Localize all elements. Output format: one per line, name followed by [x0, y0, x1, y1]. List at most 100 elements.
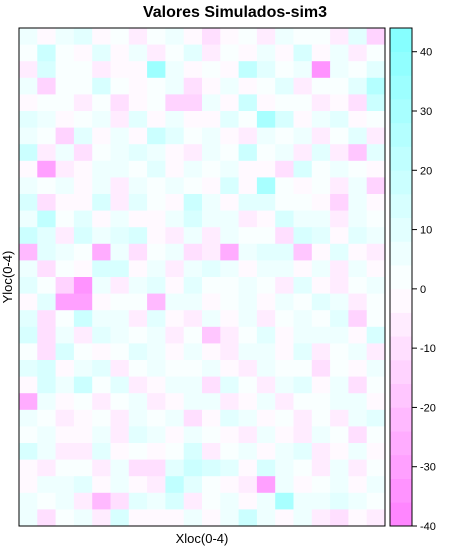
heatmap-cell [92, 360, 111, 377]
heatmap-cell [275, 111, 294, 128]
heatmap-cell [92, 426, 111, 444]
heatmap-cell [293, 28, 313, 45]
heatmap-cell [293, 177, 313, 195]
heatmap-cell [202, 343, 221, 361]
heatmap-cell [19, 459, 38, 477]
heatmap-cell [238, 227, 258, 245]
heatmap-cell [275, 293, 294, 311]
heatmap-cell [293, 61, 313, 79]
heatmap-cell [256, 111, 276, 128]
heatmap-cell [275, 509, 294, 527]
heatmap-cell [220, 144, 239, 162]
heatmap-cell [37, 227, 56, 245]
heatmap-cell [238, 61, 258, 79]
heatmap-cell [275, 310, 294, 328]
heatmap-cell [183, 293, 203, 311]
heatmap-cell [293, 326, 313, 344]
heatmap-cell [19, 94, 38, 112]
heatmap-cell [55, 459, 75, 477]
heatmap-cell [183, 360, 203, 377]
heatmap-cell [110, 144, 130, 162]
heatmap-cell [202, 44, 221, 62]
heatmap-cell [128, 409, 148, 427]
heatmap-cell [311, 44, 331, 62]
heatmap-cell [165, 443, 185, 460]
heatmap-cell [183, 310, 203, 328]
heatmap-cell [366, 194, 386, 211]
heatmap-cell [73, 376, 93, 394]
heatmap-cell [147, 210, 166, 228]
heatmap-cell [128, 160, 148, 178]
heatmap-cell [165, 277, 185, 294]
heatmap-cell [165, 509, 185, 527]
heatmap-cell [110, 77, 130, 95]
heatmap-cell [19, 476, 38, 494]
heatmap-cell [256, 476, 276, 494]
heatmap-cell [202, 426, 221, 444]
heatmap-cell [147, 476, 166, 494]
heatmap-cell [348, 44, 368, 62]
heatmap-cell [147, 310, 166, 328]
heatmap-cell [366, 459, 386, 477]
heatmap-cell [55, 44, 75, 62]
heatmap-cell [293, 277, 313, 294]
heatmap-cell [256, 343, 276, 361]
heatmap-cell [183, 160, 203, 178]
heatmap-cell [275, 177, 294, 195]
heatmap-cell [55, 77, 75, 95]
heatmap-cell [311, 277, 331, 294]
heatmap-cell [311, 144, 331, 162]
heatmap-cell [330, 94, 349, 112]
heatmap-cell [311, 492, 331, 510]
colorbar-axis: 40 30 20 10 0 -10 -20 -30 -40 [412, 47, 436, 533]
heatmap-cell [366, 343, 386, 361]
heatmap-cell [293, 426, 313, 444]
heatmap-cell [165, 177, 185, 195]
heatmap-cell [293, 44, 313, 62]
heatmap-cell [110, 360, 130, 377]
heatmap-cell [128, 360, 148, 377]
heatmap-cell [348, 243, 368, 261]
colorbar-band [390, 383, 412, 408]
colorbar-tick-label: 10 [420, 225, 432, 237]
heatmap-cell [128, 127, 148, 145]
heatmap-cell [183, 326, 203, 344]
heatmap-cell [311, 61, 331, 79]
heatmap-cell [165, 210, 185, 228]
heatmap-cell [92, 127, 111, 145]
heatmap-cell [311, 260, 331, 278]
heatmap-cell [55, 360, 75, 377]
heatmap-cell [275, 426, 294, 444]
heatmap-cell [330, 227, 349, 245]
heatmap-cell [183, 94, 203, 112]
heatmap-cell [19, 160, 38, 178]
heatmap-cell [73, 360, 93, 377]
heatmap-cell [238, 343, 258, 361]
heatmap-cell [73, 77, 93, 95]
heatmap-cell [220, 243, 239, 261]
heatmap-cell [73, 44, 93, 62]
heatmap-cell [330, 310, 349, 328]
heatmap-cell [202, 111, 221, 128]
heatmap-cell [19, 210, 38, 228]
heatmap-cell [366, 177, 386, 195]
heatmap-cell [19, 28, 38, 45]
heatmap-cell [293, 476, 313, 494]
heatmap-cell [19, 77, 38, 95]
heatmap-cell [110, 177, 130, 195]
heatmap-cell [73, 194, 93, 211]
heatmap-cell [202, 492, 221, 510]
heatmap-cell [110, 492, 130, 510]
heatmap-cell [128, 177, 148, 195]
heatmap-cell [128, 243, 148, 261]
heatmap-cell [366, 227, 386, 245]
heatmap-cell [19, 509, 38, 527]
heatmap-cell [128, 443, 148, 460]
heatmap-cell [238, 28, 258, 45]
heatmap-cell [366, 492, 386, 510]
heatmap-cell [73, 509, 93, 527]
heatmap-cell [92, 227, 111, 245]
heatmap-cell [183, 509, 203, 527]
heatmap-cell [73, 210, 93, 228]
heatmap-cell [128, 194, 148, 211]
